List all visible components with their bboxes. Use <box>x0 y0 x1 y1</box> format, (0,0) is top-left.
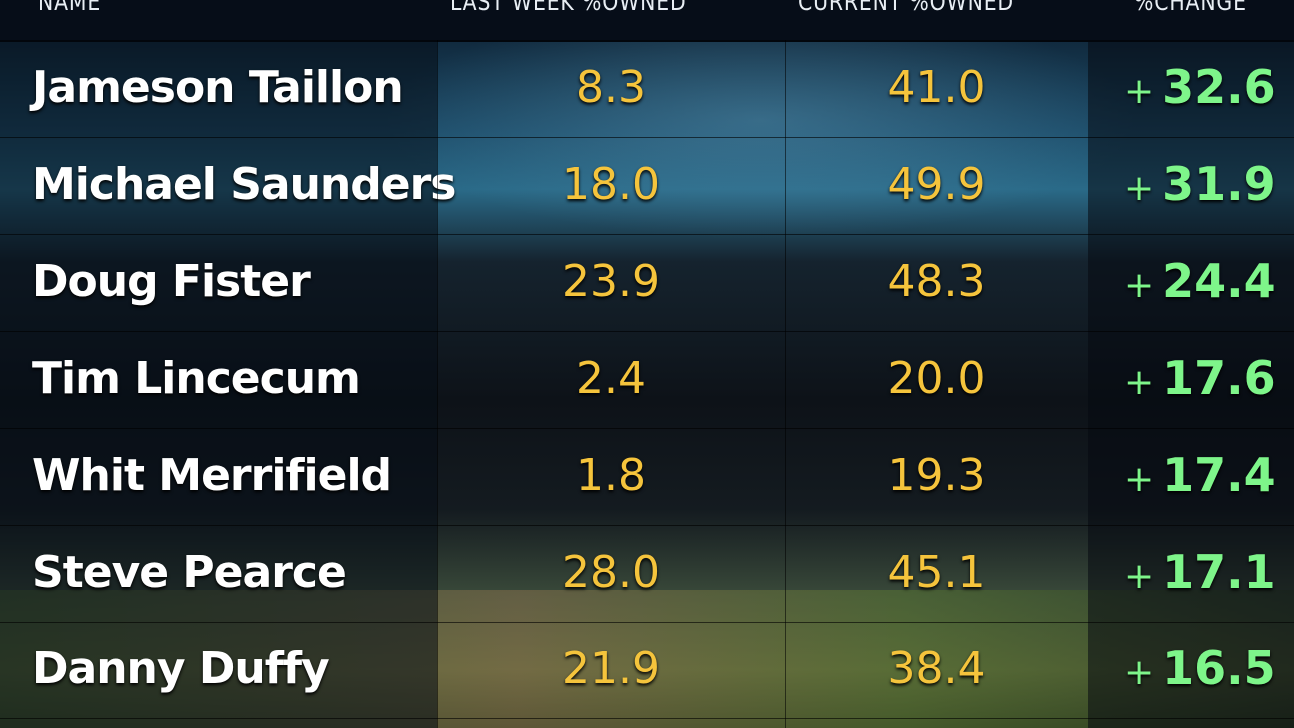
plus-sign: + <box>1124 652 1155 693</box>
current-owned: 38.4 <box>887 643 986 694</box>
percent-change: +32.6 <box>1124 60 1276 114</box>
plus-sign: + <box>1124 71 1155 112</box>
change-value: 17.1 <box>1162 545 1276 599</box>
last-week-owned: 8.3 <box>576 62 646 113</box>
table-row: Whit Merrifield 1.8 19.3 +17.4 <box>0 428 1294 526</box>
player-name: Michael Saunders <box>32 159 456 210</box>
plus-sign: + <box>1124 362 1155 403</box>
player-name: Steve Pearce <box>32 547 347 598</box>
current-owned: 41.0 <box>887 62 986 113</box>
table-row: Danny Duffy 21.9 38.4 +16.5 <box>0 621 1294 719</box>
current-owned: 20.0 <box>887 353 986 404</box>
change-value: 17.6 <box>1162 351 1276 405</box>
header-last-week: LAST WEEK %OWNED <box>450 0 687 16</box>
player-name: Jameson Taillon <box>32 62 404 113</box>
current-owned: 19.3 <box>887 450 986 501</box>
change-value: 31.9 <box>1162 157 1276 211</box>
table-row: Tim Lincecum 2.4 20.0 +17.6 <box>0 331 1294 429</box>
change-value: 32.6 <box>1162 60 1276 114</box>
percent-change: +24.4 <box>1124 254 1276 308</box>
plus-sign: + <box>1124 168 1155 209</box>
change-value: 24.4 <box>1162 254 1276 308</box>
column-divider <box>785 40 786 728</box>
player-name: Whit Merrifield <box>32 450 392 501</box>
change-value: 16.5 <box>1162 641 1276 695</box>
percent-change: +16.5 <box>1124 641 1276 695</box>
plus-sign: + <box>1124 265 1155 306</box>
current-owned: 48.3 <box>887 256 986 307</box>
last-week-owned: 28.0 <box>562 547 660 598</box>
last-week-owned: 18.0 <box>562 159 660 210</box>
last-week-owned: 2.4 <box>576 353 646 404</box>
background-glow <box>380 40 1140 240</box>
player-name: Tim Lincecum <box>32 353 361 404</box>
name-column-bg <box>0 40 437 728</box>
table-row: Doug Fister 23.9 48.3 +24.4 <box>0 234 1294 332</box>
last-week-owned: 23.9 <box>562 256 660 307</box>
header-current: CURRENT %OWNED <box>798 0 1014 16</box>
change-value: 17.4 <box>1162 448 1276 502</box>
table-header: NAME LAST WEEK %OWNED CURRENT %OWNED %CH… <box>0 0 1294 42</box>
percent-change: +17.1 <box>1124 545 1276 599</box>
current-owned: 45.1 <box>887 547 986 598</box>
table-row: Jameson Taillon 8.3 41.0 +32.6 <box>0 40 1294 138</box>
column-divider <box>437 40 438 728</box>
player-name: Doug Fister <box>32 256 311 307</box>
percent-change: +31.9 <box>1124 157 1276 211</box>
plus-sign: + <box>1124 459 1155 500</box>
table-row: Michael Saunders 18.0 49.9 +31.9 <box>0 137 1294 235</box>
table-row: Steve Pearce 28.0 45.1 +17.1 <box>0 525 1294 623</box>
last-week-owned: 21.9 <box>562 643 660 694</box>
percent-change: +17.4 <box>1124 448 1276 502</box>
last-week-owned: 1.8 <box>576 450 646 501</box>
change-column-bg <box>1088 40 1294 728</box>
plus-sign: + <box>1124 556 1155 597</box>
current-owned: 49.9 <box>887 159 986 210</box>
player-name: Danny Duffy <box>32 643 330 694</box>
header-change: %CHANGE <box>1134 0 1247 16</box>
percent-change: +17.6 <box>1124 351 1276 405</box>
header-name: NAME <box>38 0 102 16</box>
